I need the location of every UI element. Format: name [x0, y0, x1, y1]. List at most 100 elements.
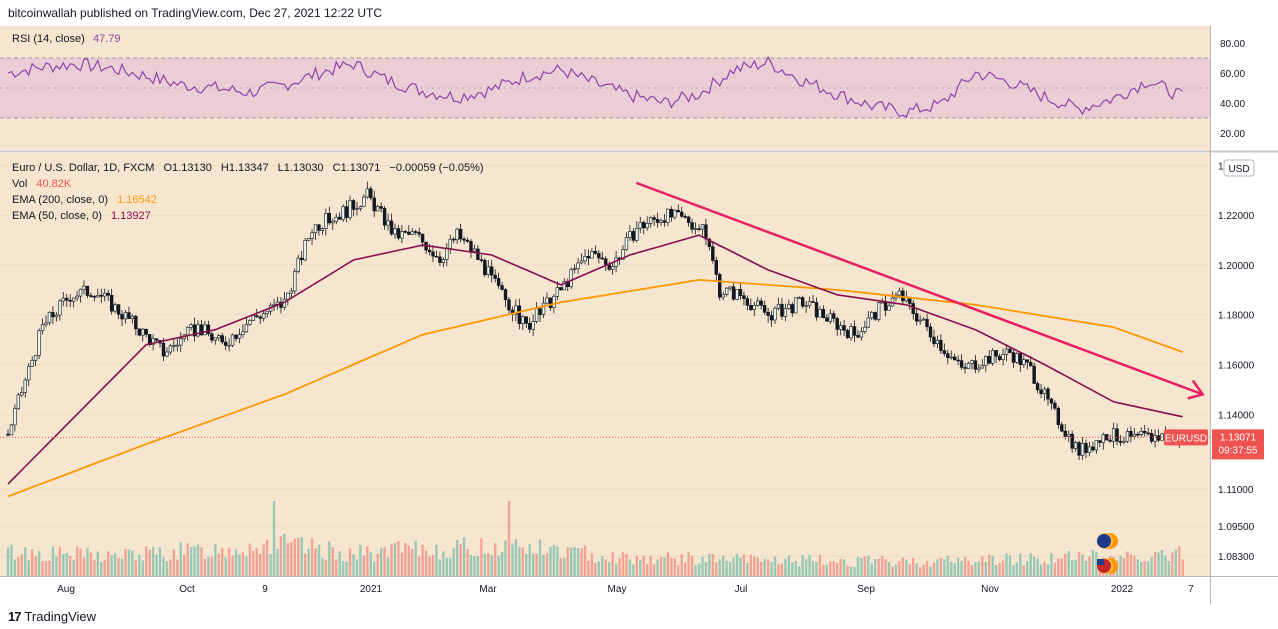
candle-body	[631, 231, 636, 241]
candle-body	[507, 299, 511, 311]
candle-body	[196, 324, 200, 337]
candle-body	[797, 297, 801, 299]
volume-bar	[777, 564, 780, 576]
volume-bar	[863, 556, 867, 576]
volume-bar	[656, 559, 659, 576]
volume-bar	[1167, 560, 1171, 576]
candle-body	[873, 312, 877, 320]
candle-body	[234, 334, 238, 339]
volume-bar	[628, 559, 632, 576]
volume-bar	[580, 548, 583, 576]
volume-legend-name: Vol	[12, 178, 27, 190]
candle-body	[700, 224, 705, 230]
volume-bar	[141, 560, 144, 576]
candle-body	[500, 285, 504, 290]
candle-body	[327, 213, 332, 224]
candle-body	[766, 311, 770, 316]
candle-body	[1029, 361, 1033, 367]
price-tick-label: 1.22000	[1218, 211, 1255, 222]
volume-bar	[172, 549, 176, 576]
time-tick-label: 2022	[1111, 584, 1134, 595]
last-price-badge	[1212, 429, 1264, 460]
event-icons[interactable]	[1097, 533, 1118, 574]
candle-body	[113, 304, 117, 312]
candle-body	[1146, 432, 1150, 435]
candle-body	[313, 224, 318, 234]
candle-body	[44, 322, 48, 326]
trading-chart[interactable]: 80.00 60.00 40.00 20.00 RSI (14, close) 47.…	[0, 26, 1278, 604]
candle-body	[807, 301, 812, 307]
volume-bar	[96, 551, 100, 576]
candle-body	[607, 264, 611, 270]
volume-bar	[469, 554, 473, 576]
volume-bar	[348, 548, 352, 576]
volume-bar	[1008, 555, 1012, 576]
candle-body	[980, 365, 985, 369]
volume-bar	[386, 557, 390, 576]
volume-bar	[746, 562, 749, 576]
volume-bar	[549, 546, 552, 576]
time-tick-label: Aug	[57, 584, 75, 595]
candle-body	[1118, 440, 1123, 443]
volume-bar	[328, 541, 331, 576]
volume-bar	[17, 557, 20, 576]
price-tick-label: 1.20000	[1218, 261, 1255, 272]
volume-bar	[106, 551, 110, 576]
candle-body	[714, 260, 718, 275]
volume-bar	[1146, 561, 1150, 576]
volume-bar	[856, 556, 860, 576]
ohlc-low: L1.13030	[278, 162, 324, 174]
candle-body	[787, 304, 791, 309]
candle-body	[593, 251, 598, 254]
volume-bar	[908, 564, 911, 576]
volume-bar	[252, 550, 255, 576]
candle-body	[289, 290, 294, 294]
candle-body	[1156, 435, 1161, 441]
footer-brand[interactable]: 17 TradingView	[8, 609, 96, 624]
volume-bar	[445, 557, 448, 576]
candle-body	[351, 200, 356, 210]
candle-body	[745, 298, 750, 306]
candle-body	[952, 356, 957, 361]
volume-bar	[566, 547, 569, 576]
volume-bar	[666, 552, 670, 576]
candle-body	[697, 228, 701, 230]
candle-body	[71, 297, 76, 302]
volume-bar	[341, 560, 345, 576]
volume-bar	[1160, 549, 1164, 576]
candle-body	[1084, 443, 1088, 453]
price-tick-label: 1.09500	[1218, 522, 1255, 533]
volume-bar	[290, 541, 293, 576]
candle-body	[27, 366, 31, 381]
price-tick-label: 1.08300	[1218, 552, 1255, 563]
volume-bar	[217, 553, 220, 576]
candle-body	[386, 220, 390, 226]
volume-bar	[991, 555, 994, 576]
volume-bar	[953, 562, 956, 576]
candle-body	[265, 310, 269, 314]
candle-body	[362, 196, 366, 207]
candle-body	[1056, 407, 1061, 425]
candle-body	[61, 297, 65, 302]
volume-bar	[476, 555, 480, 576]
volume-bar	[504, 540, 507, 576]
volume-bar	[335, 559, 338, 576]
candle-body	[1032, 365, 1036, 384]
volume-bar	[145, 546, 148, 576]
rsi-line	[7, 55, 1184, 118]
candle-body	[462, 238, 466, 241]
candle-body	[776, 303, 781, 309]
volume-bar	[531, 553, 535, 576]
time-tick-label: 7	[1188, 584, 1194, 595]
candle-body	[610, 266, 615, 270]
volume-bar	[632, 564, 635, 576]
volume-bar	[794, 561, 797, 576]
volume-bar	[148, 549, 151, 576]
volume-bar	[525, 554, 528, 576]
candle-body	[800, 297, 805, 307]
volume-bar	[283, 533, 286, 576]
volume-bar	[905, 559, 908, 576]
candle-body	[16, 394, 21, 409]
candle-body	[949, 356, 953, 359]
candle-body	[828, 313, 833, 322]
